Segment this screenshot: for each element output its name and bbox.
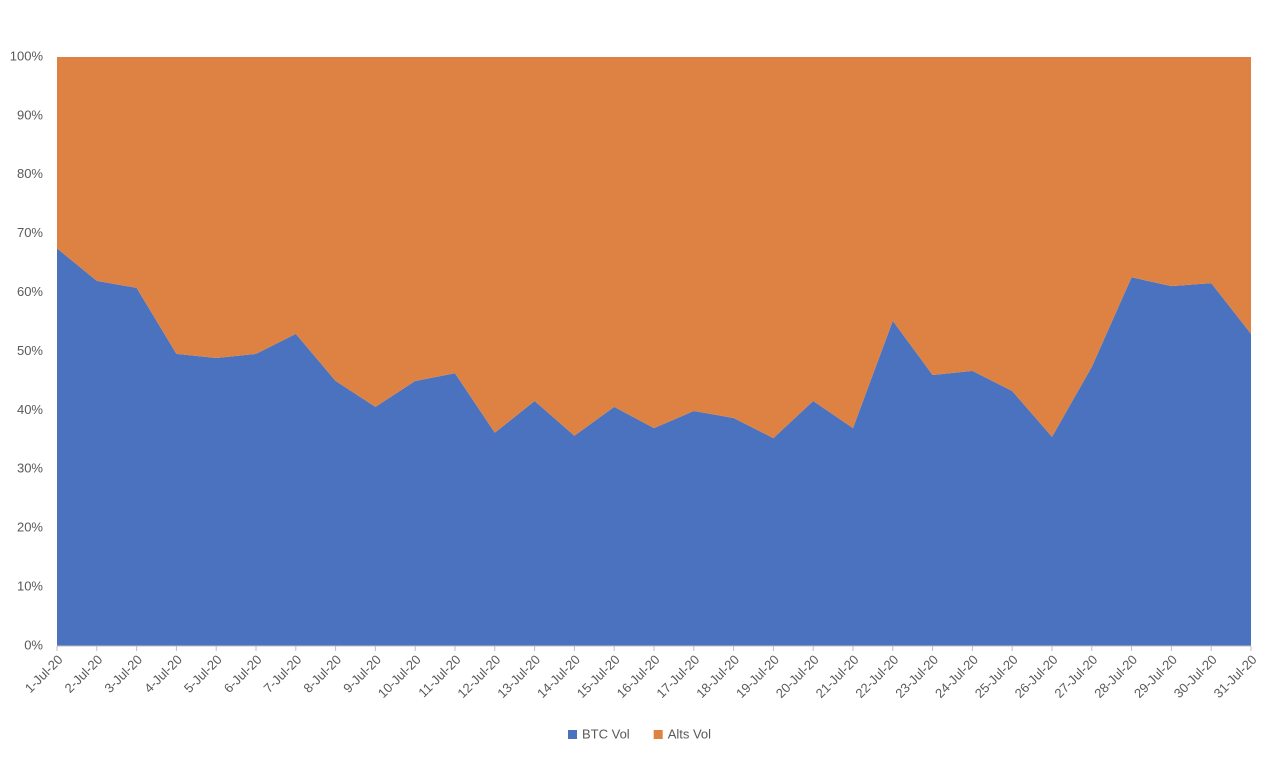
y-tick-label: 80% [17, 166, 43, 181]
x-tick-label: 3-Jul-20 [101, 652, 145, 696]
legend-label: BTC Vol [582, 726, 630, 741]
y-tick-label: 0% [24, 637, 43, 652]
y-tick-label: 70% [17, 225, 43, 240]
x-tick-label: 6-Jul-20 [221, 652, 265, 696]
x-tick-label: 23-Jul-20 [892, 652, 941, 701]
x-tick-label: 25-Jul-20 [972, 652, 1021, 701]
y-tick-label: 30% [17, 461, 43, 476]
y-tick-label: 20% [17, 520, 43, 535]
x-tick-label: 15-Jul-20 [574, 652, 623, 701]
y-tick-label: 100% [10, 48, 44, 63]
area [57, 248, 1251, 647]
x-tick-label: 19-Jul-20 [733, 652, 782, 701]
x-tick-label: 13-Jul-20 [494, 652, 543, 701]
x-tick-label: 4-Jul-20 [141, 652, 185, 696]
x-tick-label: 26-Jul-20 [1012, 652, 1061, 701]
x-tick-label: 14-Jul-20 [534, 652, 583, 701]
x-tick-label: 29-Jul-20 [1131, 652, 1180, 701]
x-tick-label: 10-Jul-20 [375, 652, 424, 701]
x-tick-label: 5-Jul-20 [181, 652, 225, 696]
x-tick-label: 2-Jul-20 [62, 652, 106, 696]
x-tick-label: 12-Jul-20 [454, 652, 503, 701]
y-tick-label: 60% [17, 284, 43, 299]
area [57, 57, 1251, 439]
y-tick-label: 10% [17, 579, 43, 594]
x-tick-label: 22-Jul-20 [852, 652, 901, 701]
x-tick-label: 16-Jul-20 [614, 652, 663, 701]
legend-swatch [568, 730, 577, 739]
x-tick-label: 1-Jul-20 [22, 652, 66, 696]
x-tick-label: 27-Jul-20 [1051, 652, 1100, 701]
y-tick-label: 40% [17, 402, 43, 417]
x-tick-label: 8-Jul-20 [300, 652, 344, 696]
x-tick-label: 18-Jul-20 [693, 652, 742, 701]
legend-label: Alts Vol [668, 726, 711, 741]
x-tick-label: 28-Jul-20 [1091, 652, 1140, 701]
y-tick-label: 50% [17, 343, 43, 358]
legend-swatch [653, 730, 663, 739]
x-tick-label: 31-Jul-20 [1211, 652, 1260, 701]
x-tick-label: 21-Jul-20 [813, 652, 862, 701]
x-tick-label: 20-Jul-20 [773, 652, 822, 701]
x-tick-label: 17-Jul-20 [653, 652, 702, 701]
legend: BTC Vol Alts Vol [568, 726, 711, 741]
x-tick-label: 30-Jul-20 [1171, 652, 1220, 701]
x-tick-label: 24-Jul-20 [932, 652, 981, 701]
y-tick-label: 90% [17, 107, 43, 122]
x-tick-label: 7-Jul-20 [261, 652, 305, 696]
